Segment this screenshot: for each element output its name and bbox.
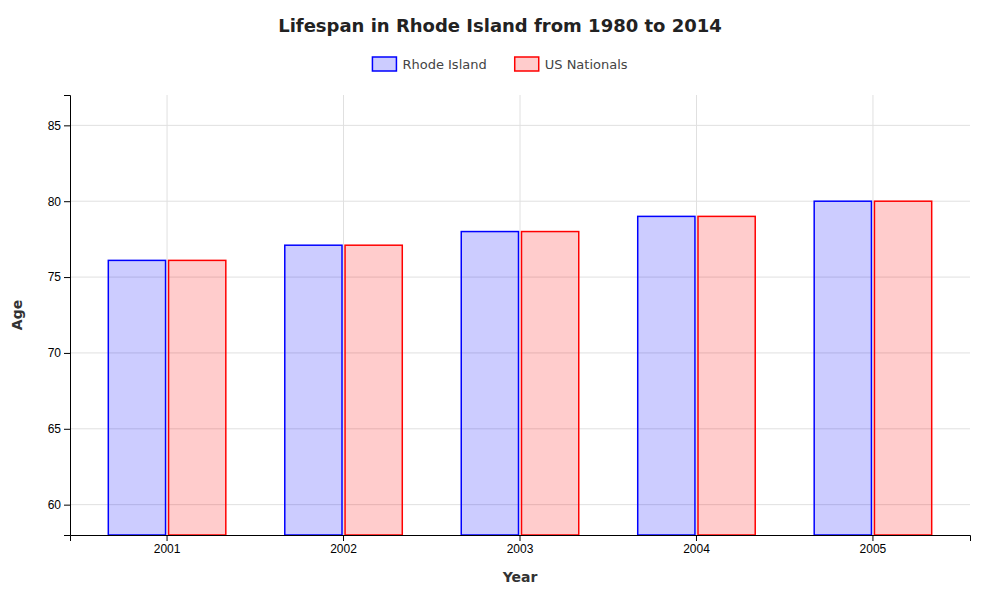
title: Lifespan in Rhode Island from 1980 to 20… [278,15,722,36]
x-tick-mark [696,535,697,541]
y-tick-label: 85 [48,119,62,133]
y-tick: 75 [48,270,70,284]
bars [108,201,931,535]
grid-line-x [167,95,168,535]
legend-swatch [372,57,396,71]
bar [522,232,579,535]
x-tick: 2001 [154,535,181,556]
y-tick-mark [64,353,70,354]
bar [461,232,518,535]
series [108,201,871,535]
x-tick-mark [872,535,873,541]
bar [108,260,165,535]
y-tick: 85 [48,119,70,133]
y-tick: 70 [48,346,70,360]
x-axis: 2001 2002 2003 2004 2005 [71,535,971,556]
y-tick: 65 [48,422,70,436]
x-tick: 2004 [683,535,710,556]
bar [345,245,402,535]
grid [70,95,970,535]
y-tick-mark [64,505,70,506]
grid-line-x [872,95,873,535]
x-tick-label: 2002 [330,542,357,556]
y-tick-mark [64,277,70,278]
bar [874,201,931,535]
legend-label: Rhode Island [402,57,486,72]
legend-label: US Nationals [545,57,628,72]
bar [698,216,755,535]
y-axis: 60 65 70 75 80 85 [48,96,71,536]
y-tick-mark [64,125,70,126]
grid-line-x [696,95,697,535]
y-tick-label: 75 [48,270,62,284]
y-tick-label: 60 [48,498,62,512]
grid-line-x [343,95,344,535]
y-axis-title: Age [9,300,25,330]
legend-item: Rhode Island [372,57,486,72]
y-tick-label: 80 [48,195,62,209]
y-tick-label: 65 [48,422,62,436]
y-tick-mark [64,429,70,430]
x-tick-label: 2004 [683,542,710,556]
y-axis-line [64,96,71,536]
bar [814,201,871,535]
x-tick-mark [167,535,168,541]
x-tick-mark [520,535,521,541]
grid-line-x [520,95,521,535]
x-axis-line [71,536,971,542]
chart: 2001 2002 2003 2004 2005 60 65 70 75 80 85 Year Age L… [0,0,1000,600]
bar [169,260,226,535]
x-tick-label: 2005 [860,542,887,556]
legend-swatch [515,57,539,71]
y-tick-label: 70 [48,346,62,360]
y-tick: 80 [48,195,70,209]
legend: Rhode Island US Nationals [372,57,627,72]
series [169,201,932,535]
x-axis-title: Year [502,569,538,585]
x-tick-label: 2001 [154,542,181,556]
bar [285,245,342,535]
bar [638,216,695,535]
x-tick: 2002 [330,535,357,556]
y-tick-mark [64,201,70,202]
x-tick: 2005 [860,535,887,556]
x-tick: 2003 [507,535,534,556]
legend-item: US Nationals [515,57,628,72]
plot: 2001 2002 2003 2004 2005 60 65 70 75 80 85 [48,95,971,556]
y-tick: 60 [48,498,70,512]
x-tick-mark [343,535,344,541]
x-tick-label: 2003 [507,542,534,556]
